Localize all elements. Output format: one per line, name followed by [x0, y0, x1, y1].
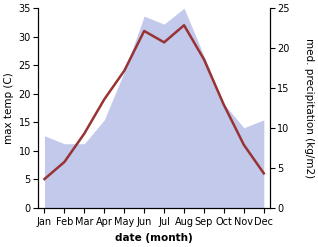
X-axis label: date (month): date (month) — [115, 233, 193, 243]
Y-axis label: max temp (C): max temp (C) — [4, 72, 14, 144]
Y-axis label: med. precipitation (kg/m2): med. precipitation (kg/m2) — [304, 38, 314, 178]
